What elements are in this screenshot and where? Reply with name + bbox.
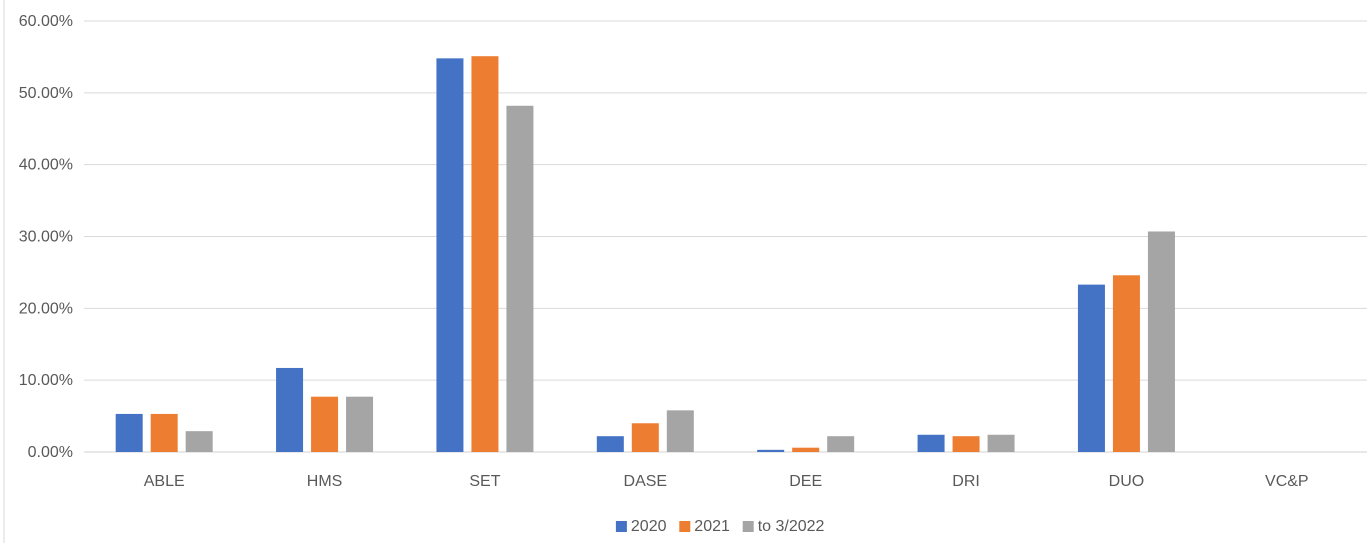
bar	[115, 413, 143, 452]
bar	[757, 449, 785, 452]
bar	[631, 423, 659, 452]
x-tick-label: DUO	[1109, 473, 1145, 490]
bar	[1077, 284, 1105, 452]
legend-label: to 3/2022	[758, 518, 825, 535]
bar	[827, 436, 855, 452]
bar	[1147, 231, 1175, 452]
legend-swatch	[615, 521, 627, 532]
x-tick-label: DEE	[789, 473, 822, 490]
bar	[276, 367, 304, 452]
bar	[1112, 275, 1140, 452]
y-tick-label: 30.00%	[19, 229, 73, 246]
bar	[185, 431, 213, 452]
legend-label: 2021	[694, 518, 730, 535]
bar	[952, 436, 980, 452]
bar	[792, 447, 820, 452]
bar	[596, 436, 624, 452]
legend-label: 2020	[631, 518, 667, 535]
y-tick-label: 40.00%	[19, 157, 73, 174]
bar	[506, 105, 534, 452]
bar	[150, 413, 178, 452]
bar	[311, 396, 339, 452]
bar	[987, 434, 1015, 452]
y-tick-label: 20.00%	[19, 300, 73, 317]
legend-swatch	[679, 521, 691, 532]
x-tick-label: DASE	[624, 473, 668, 490]
bar	[666, 410, 694, 452]
y-tick-label: 0.00%	[28, 444, 73, 461]
y-tick-label: 60.00%	[19, 13, 73, 30]
bar	[917, 434, 945, 452]
x-tick-label: DRI	[952, 473, 980, 490]
x-tick-label: ABLE	[144, 473, 185, 490]
legend-swatch	[742, 521, 754, 532]
x-tick-label: SET	[469, 473, 500, 490]
x-tick-label: VC&P	[1265, 473, 1309, 490]
x-tick-label: HMS	[307, 473, 343, 490]
bar	[471, 56, 499, 452]
y-tick-label: 10.00%	[19, 372, 73, 389]
bar	[346, 396, 374, 452]
bar	[436, 58, 464, 452]
y-tick-label: 50.00%	[19, 85, 73, 102]
